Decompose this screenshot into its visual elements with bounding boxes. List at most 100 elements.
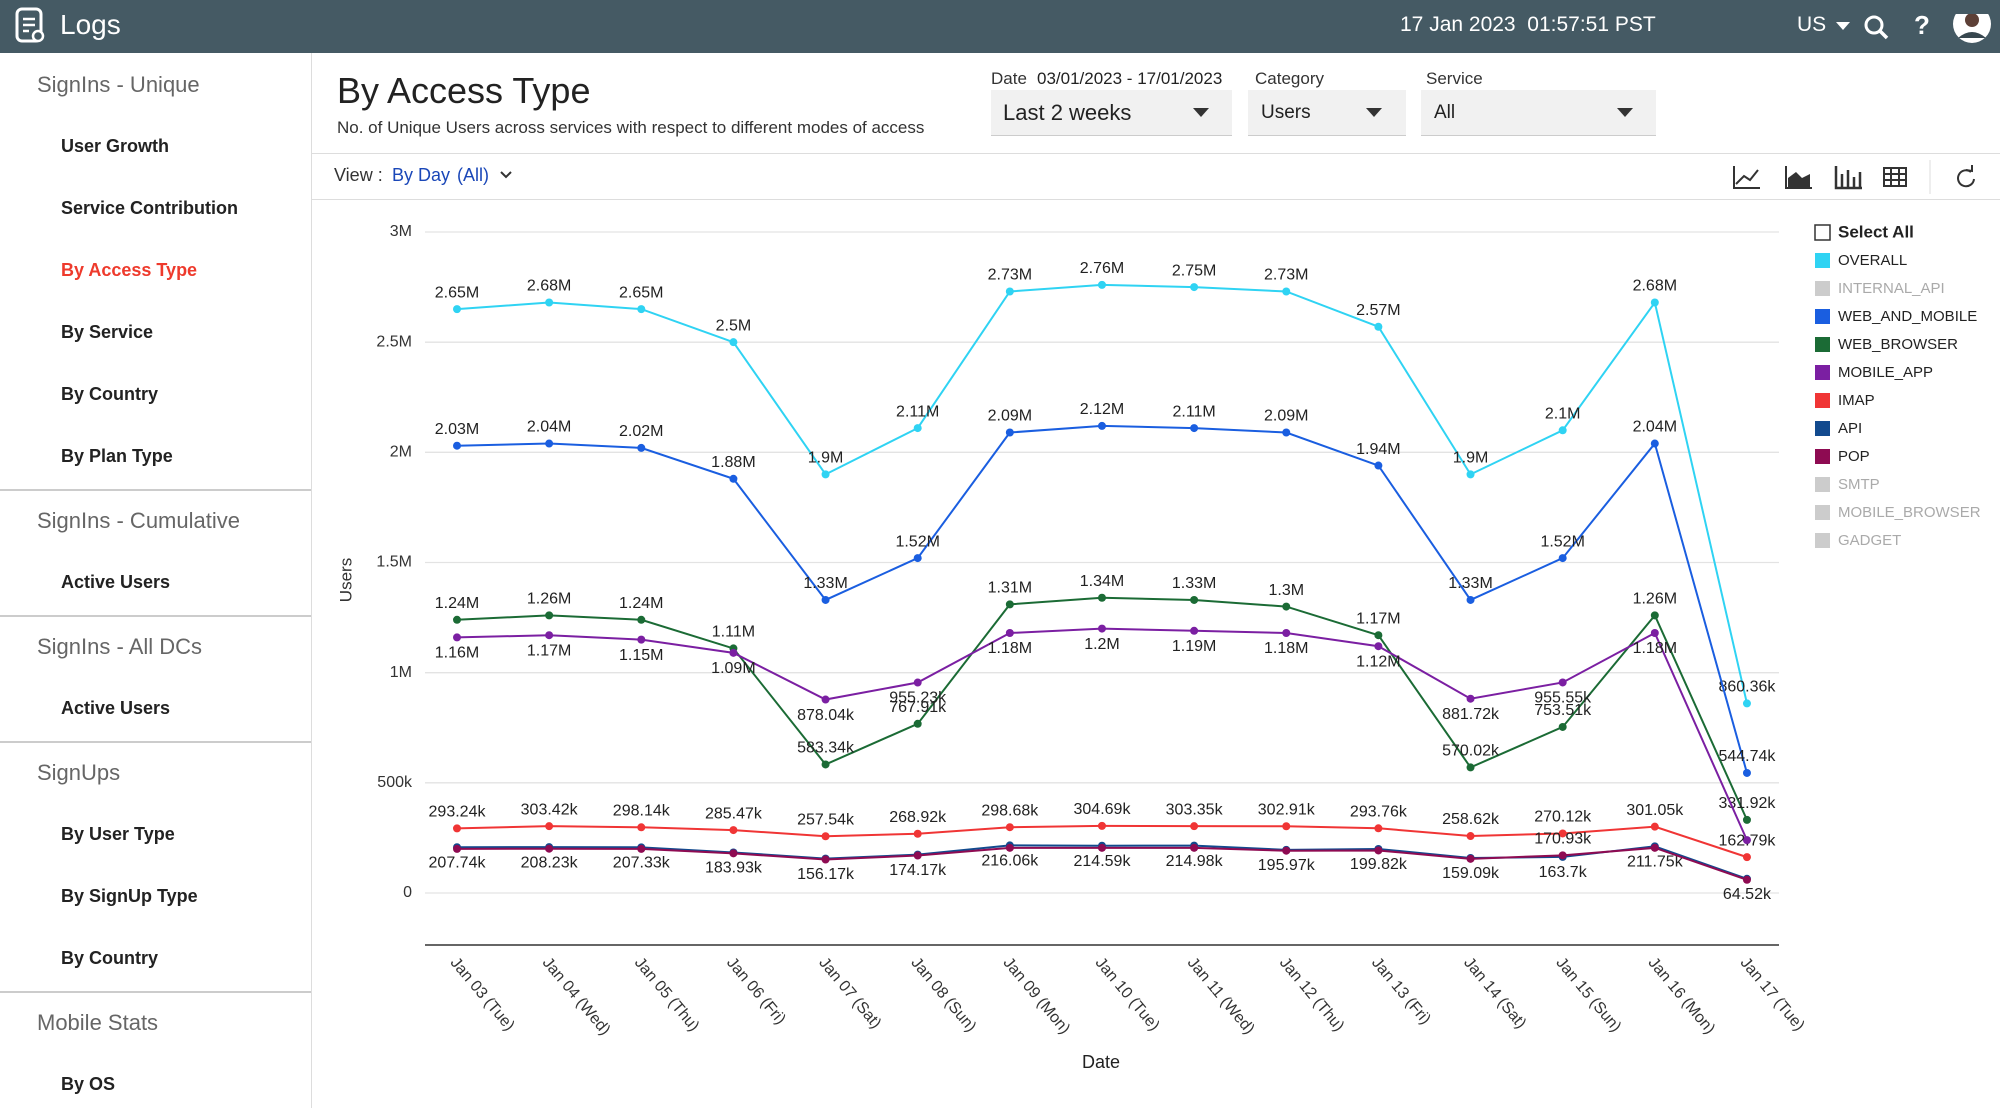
legend-entry[interactable]: OVERALL — [1838, 252, 1907, 269]
divider — [0, 615, 311, 617]
legend-entry[interactable]: WEB_BROWSER — [1838, 336, 1958, 353]
nav-item[interactable]: By Country — [61, 384, 159, 404]
nav-item[interactable]: User Growth — [61, 136, 170, 156]
data-point — [1466, 470, 1475, 479]
region-caret[interactable] — [1836, 22, 1850, 30]
legend-swatch — [1815, 253, 1830, 268]
data-label: 270.12k — [1534, 809, 1592, 826]
nav-item[interactable]: By OS — [61, 1074, 116, 1094]
area-chart-icon[interactable] — [1785, 166, 1812, 189]
data-label: 1.2M — [1084, 636, 1120, 653]
data-label: 767.91k — [889, 699, 947, 716]
table-icon[interactable] — [1883, 167, 1907, 187]
data-point — [729, 849, 738, 858]
data-label: 170.93k — [1534, 831, 1592, 848]
legend-entry[interactable]: SMTP — [1838, 476, 1880, 493]
section-title[interactable]: SignIns - Unique — [37, 72, 200, 97]
data-point — [1190, 283, 1199, 292]
data-label: 1.94M — [1356, 441, 1400, 458]
divider — [0, 991, 311, 993]
data-label: 860.36k — [1718, 679, 1776, 696]
caret — [1366, 108, 1382, 117]
data-label: 1.52M — [1540, 533, 1584, 550]
legend-swatch — [1815, 477, 1830, 492]
view-value[interactable]: By Day — [392, 165, 451, 185]
nav-item[interactable]: By Country — [61, 948, 159, 968]
nav-item[interactable]: By Service — [61, 322, 154, 342]
category-dropdown[interactable]: Users — [1248, 90, 1406, 136]
data-label: 2.04M — [527, 419, 571, 436]
date-dropdown[interactable]: Last 2 weeks — [991, 90, 1232, 136]
data-point — [545, 611, 554, 620]
data-label: 298.14k — [613, 803, 671, 820]
section-title[interactable]: SignIns - All DCs — [37, 634, 203, 659]
search-icon[interactable] — [1864, 15, 1889, 40]
legend-entry[interactable]: POP — [1838, 448, 1870, 465]
x-tick-label: Jan 05 (Thu) — [631, 954, 702, 1034]
legend-entry[interactable]: API — [1838, 420, 1862, 437]
data-point — [1558, 426, 1567, 435]
data-label: 2.68M — [1633, 278, 1677, 295]
data-point — [1466, 763, 1475, 772]
app-icon — [15, 7, 45, 43]
data-label: 878.04k — [797, 707, 855, 724]
data-point — [1282, 602, 1291, 611]
view-scope[interactable]: (All) — [457, 165, 489, 185]
help-icon[interactable]: ? — [1914, 14, 1930, 40]
section-title[interactable]: SignIns - Cumulative — [37, 508, 240, 533]
nav-item[interactable]: Service Contribution — [61, 198, 239, 218]
bar-chart-icon[interactable] — [1834, 166, 1862, 190]
x-tick-label: Jan 08 (Sun) — [907, 954, 979, 1035]
datetime: 17 Jan 2023 01:57:51 PST — [1400, 13, 1656, 36]
legend-swatch — [1815, 393, 1830, 408]
data-label: 955.55k — [1534, 690, 1592, 707]
date-value: Last 2 weeks — [1003, 100, 1132, 125]
y-tick-label: 1.5M — [376, 554, 412, 571]
data-label: 183.93k — [705, 860, 763, 877]
legend-entry[interactable]: MOBILE_BROWSER — [1838, 504, 1981, 521]
nav-item[interactable]: By Access Type — [61, 260, 198, 280]
data-point — [545, 631, 554, 640]
data-point — [637, 844, 646, 853]
data-point — [913, 719, 922, 728]
y-tick-label: 2M — [390, 444, 412, 461]
data-label: 199.82k — [1350, 856, 1408, 873]
data-label: 2.11M — [1172, 403, 1215, 420]
nav-item[interactable]: Active Users — [61, 572, 171, 592]
legend-entry[interactable]: INTERNAL_API — [1838, 280, 1945, 297]
data-label: 302.91k — [1258, 801, 1316, 818]
y-tick-label: 3M — [390, 223, 412, 240]
data-label: 207.74k — [429, 854, 487, 871]
section-title[interactable]: SignUps — [37, 760, 121, 785]
legend-entry[interactable]: GADGET — [1838, 532, 1901, 549]
data-point — [1650, 611, 1659, 620]
data-point — [1742, 768, 1751, 777]
data-label: 2.09M — [1264, 408, 1308, 425]
nav-item[interactable]: Active Users — [61, 698, 171, 718]
data-label: 2.73M — [1264, 267, 1308, 284]
toolbar: View : By Day (All) — [312, 153, 2000, 200]
region[interactable]: US — [1797, 13, 1827, 36]
data-point — [1558, 851, 1567, 860]
legend-entry[interactable]: WEB_AND_MOBILE — [1838, 308, 1977, 325]
data-point — [1742, 699, 1751, 708]
avatar[interactable] — [1953, 14, 1991, 43]
legend-select-all[interactable]: Select All — [1838, 222, 1914, 241]
legend-entry[interactable]: IMAP — [1838, 392, 1875, 409]
data-point — [1005, 823, 1014, 832]
section-title[interactable]: Mobile Stats — [37, 1010, 159, 1035]
refresh-icon[interactable] — [1957, 165, 1975, 188]
data-point — [821, 695, 830, 704]
nav-item[interactable]: By SignUp Type — [61, 886, 198, 906]
data-point — [821, 832, 830, 841]
data-point — [729, 338, 738, 347]
nav-item[interactable]: By User Type — [61, 824, 175, 844]
data-point — [913, 829, 922, 838]
service-dropdown[interactable]: All — [1421, 90, 1656, 136]
data-point — [1190, 822, 1199, 831]
x-tick-label: Jan 07 (Sat) — [815, 954, 884, 1032]
data-label: 2.73M — [988, 267, 1032, 284]
legend-entry[interactable]: MOBILE_APP — [1838, 364, 1933, 381]
line-chart-icon[interactable] — [1733, 166, 1760, 189]
nav-item[interactable]: By Plan Type — [61, 446, 173, 466]
